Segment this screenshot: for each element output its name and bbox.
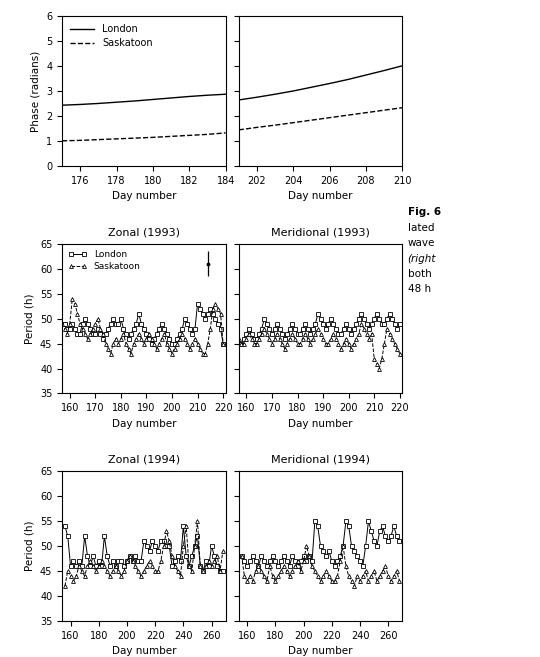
X-axis label: Day number: Day number (288, 191, 353, 201)
Text: wave: wave (408, 238, 435, 248)
Text: both: both (408, 269, 431, 279)
X-axis label: Day number: Day number (288, 646, 353, 656)
Text: Fig. 6: Fig. 6 (408, 207, 441, 217)
Y-axis label: Phase (radians): Phase (radians) (31, 51, 40, 132)
Title: Meridional (1993): Meridional (1993) (271, 227, 370, 237)
Y-axis label: Period (h): Period (h) (24, 294, 35, 344)
X-axis label: Day number: Day number (112, 191, 176, 201)
Title: Zonal (1994): Zonal (1994) (108, 455, 180, 465)
Legend: London, Saskatoon: London, Saskatoon (67, 21, 156, 51)
Title: Zonal (1993): Zonal (1993) (108, 227, 180, 237)
Title: Meridional (1994): Meridional (1994) (271, 455, 370, 465)
Legend: London, Saskatoon: London, Saskatoon (66, 248, 143, 273)
Text: 48 h: 48 h (408, 284, 431, 294)
X-axis label: Day number: Day number (112, 646, 176, 656)
X-axis label: Day number: Day number (288, 419, 353, 429)
X-axis label: Day number: Day number (112, 419, 176, 429)
Text: (right: (right (408, 254, 436, 263)
Text: lated: lated (408, 223, 434, 233)
Y-axis label: Period (h): Period (h) (24, 521, 35, 572)
